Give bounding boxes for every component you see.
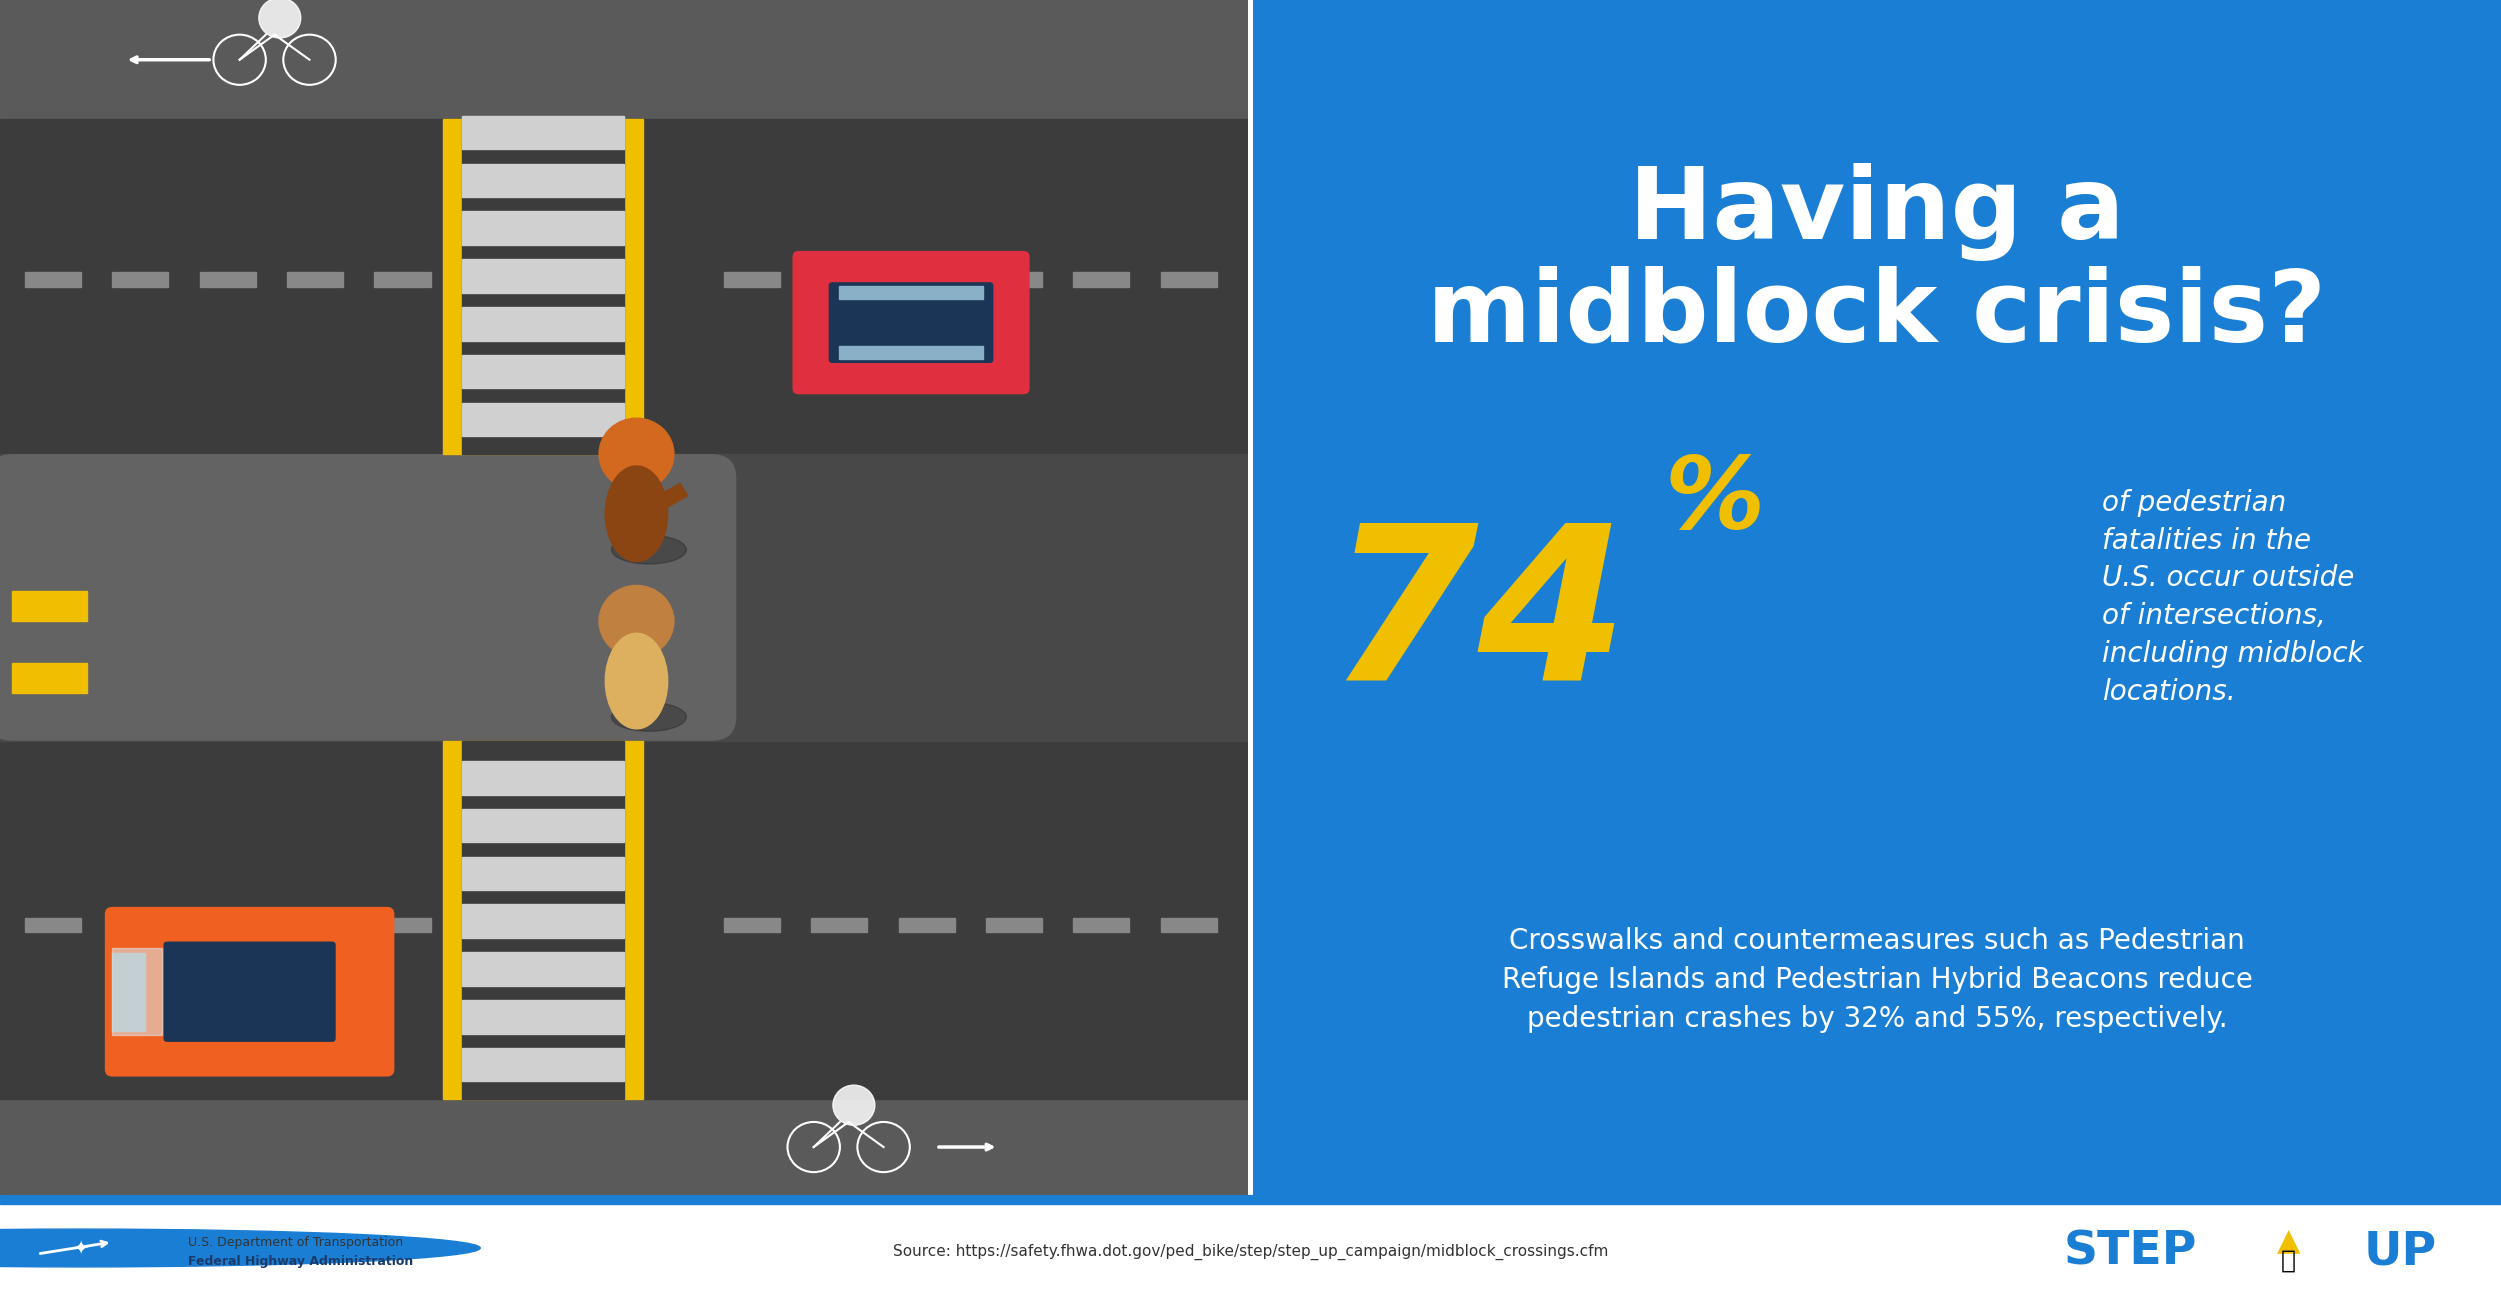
Bar <box>113 953 145 1031</box>
Bar <box>0 0 1248 119</box>
Bar <box>443 741 643 1099</box>
Text: %: % <box>1666 453 1766 550</box>
Ellipse shape <box>613 702 685 731</box>
Bar <box>0 1099 1248 1195</box>
Text: Source: https://safety.fhwa.dot.gov/ped_bike/step/step_up_campaign/midblock_cros: Source: https://safety.fhwa.dot.gov/ped_… <box>893 1243 1608 1259</box>
Circle shape <box>258 0 300 38</box>
Bar <box>288 272 343 286</box>
Bar <box>113 272 168 286</box>
Text: UP: UP <box>2363 1229 2436 1274</box>
Bar <box>200 272 255 286</box>
Bar <box>463 809 625 843</box>
Bar <box>898 918 955 932</box>
Circle shape <box>600 586 673 656</box>
Bar <box>648 483 688 513</box>
Text: Crosswalks and countermeasures such as Pedestrian
Refuge Islands and Pedestrian : Crosswalks and countermeasures such as P… <box>1501 927 2253 1033</box>
Bar <box>463 355 625 389</box>
Bar <box>200 918 255 932</box>
Bar <box>463 1001 625 1033</box>
Text: of pedestrian
fatalities in the
U.S. occur outside
of intersections,
including m: of pedestrian fatalities in the U.S. occ… <box>2101 488 2363 706</box>
Text: Having a
midblock crisis?: Having a midblock crisis? <box>1428 163 2326 362</box>
Bar <box>898 272 955 286</box>
Text: 74: 74 <box>1328 517 1628 726</box>
FancyBboxPatch shape <box>828 282 993 362</box>
Bar <box>1160 272 1218 286</box>
Bar <box>463 741 625 1099</box>
Bar <box>810 272 868 286</box>
Bar <box>13 663 88 693</box>
FancyBboxPatch shape <box>163 941 335 1043</box>
Bar <box>375 918 430 932</box>
Bar <box>0 454 1248 741</box>
Bar <box>463 403 625 436</box>
Bar <box>985 272 1043 286</box>
Circle shape <box>833 1085 875 1125</box>
Bar <box>375 272 430 286</box>
Circle shape <box>600 419 673 490</box>
Bar <box>463 119 625 454</box>
Bar <box>288 918 343 932</box>
Bar <box>463 164 625 197</box>
Ellipse shape <box>605 633 668 729</box>
Text: ✦: ✦ <box>73 1238 88 1258</box>
Bar <box>463 211 625 246</box>
Text: ▲: ▲ <box>2276 1228 2301 1257</box>
Text: Federal Highway Administration: Federal Highway Administration <box>188 1254 413 1267</box>
FancyBboxPatch shape <box>793 251 1030 394</box>
Ellipse shape <box>613 536 685 565</box>
Bar <box>25 272 80 286</box>
Bar <box>25 918 80 932</box>
Circle shape <box>0 1229 480 1267</box>
Bar <box>810 918 868 932</box>
Bar <box>113 918 168 932</box>
Bar <box>985 918 1043 932</box>
Ellipse shape <box>605 466 668 562</box>
Bar <box>463 307 625 340</box>
Bar <box>1073 272 1130 286</box>
Bar <box>0 1195 2501 1204</box>
Bar <box>1160 918 1218 932</box>
FancyBboxPatch shape <box>105 907 395 1077</box>
Bar <box>443 119 643 454</box>
FancyBboxPatch shape <box>0 454 735 741</box>
Bar <box>840 286 983 299</box>
Bar <box>463 762 625 794</box>
Bar <box>723 918 780 932</box>
Bar <box>463 905 625 937</box>
Bar <box>840 347 983 360</box>
Bar <box>463 116 625 150</box>
Bar <box>723 272 780 286</box>
Text: STEP: STEP <box>2063 1229 2196 1274</box>
Bar <box>463 952 625 986</box>
Bar <box>463 1048 625 1082</box>
Bar <box>0 741 1248 1099</box>
Bar <box>463 856 625 890</box>
Text: 🚶: 🚶 <box>2281 1249 2296 1274</box>
Bar <box>113 948 163 1035</box>
Bar <box>1073 918 1130 932</box>
Bar <box>463 259 625 293</box>
Text: U.S. Department of Transportation: U.S. Department of Transportation <box>188 1236 403 1249</box>
Bar <box>13 591 88 621</box>
Bar <box>0 119 1248 454</box>
